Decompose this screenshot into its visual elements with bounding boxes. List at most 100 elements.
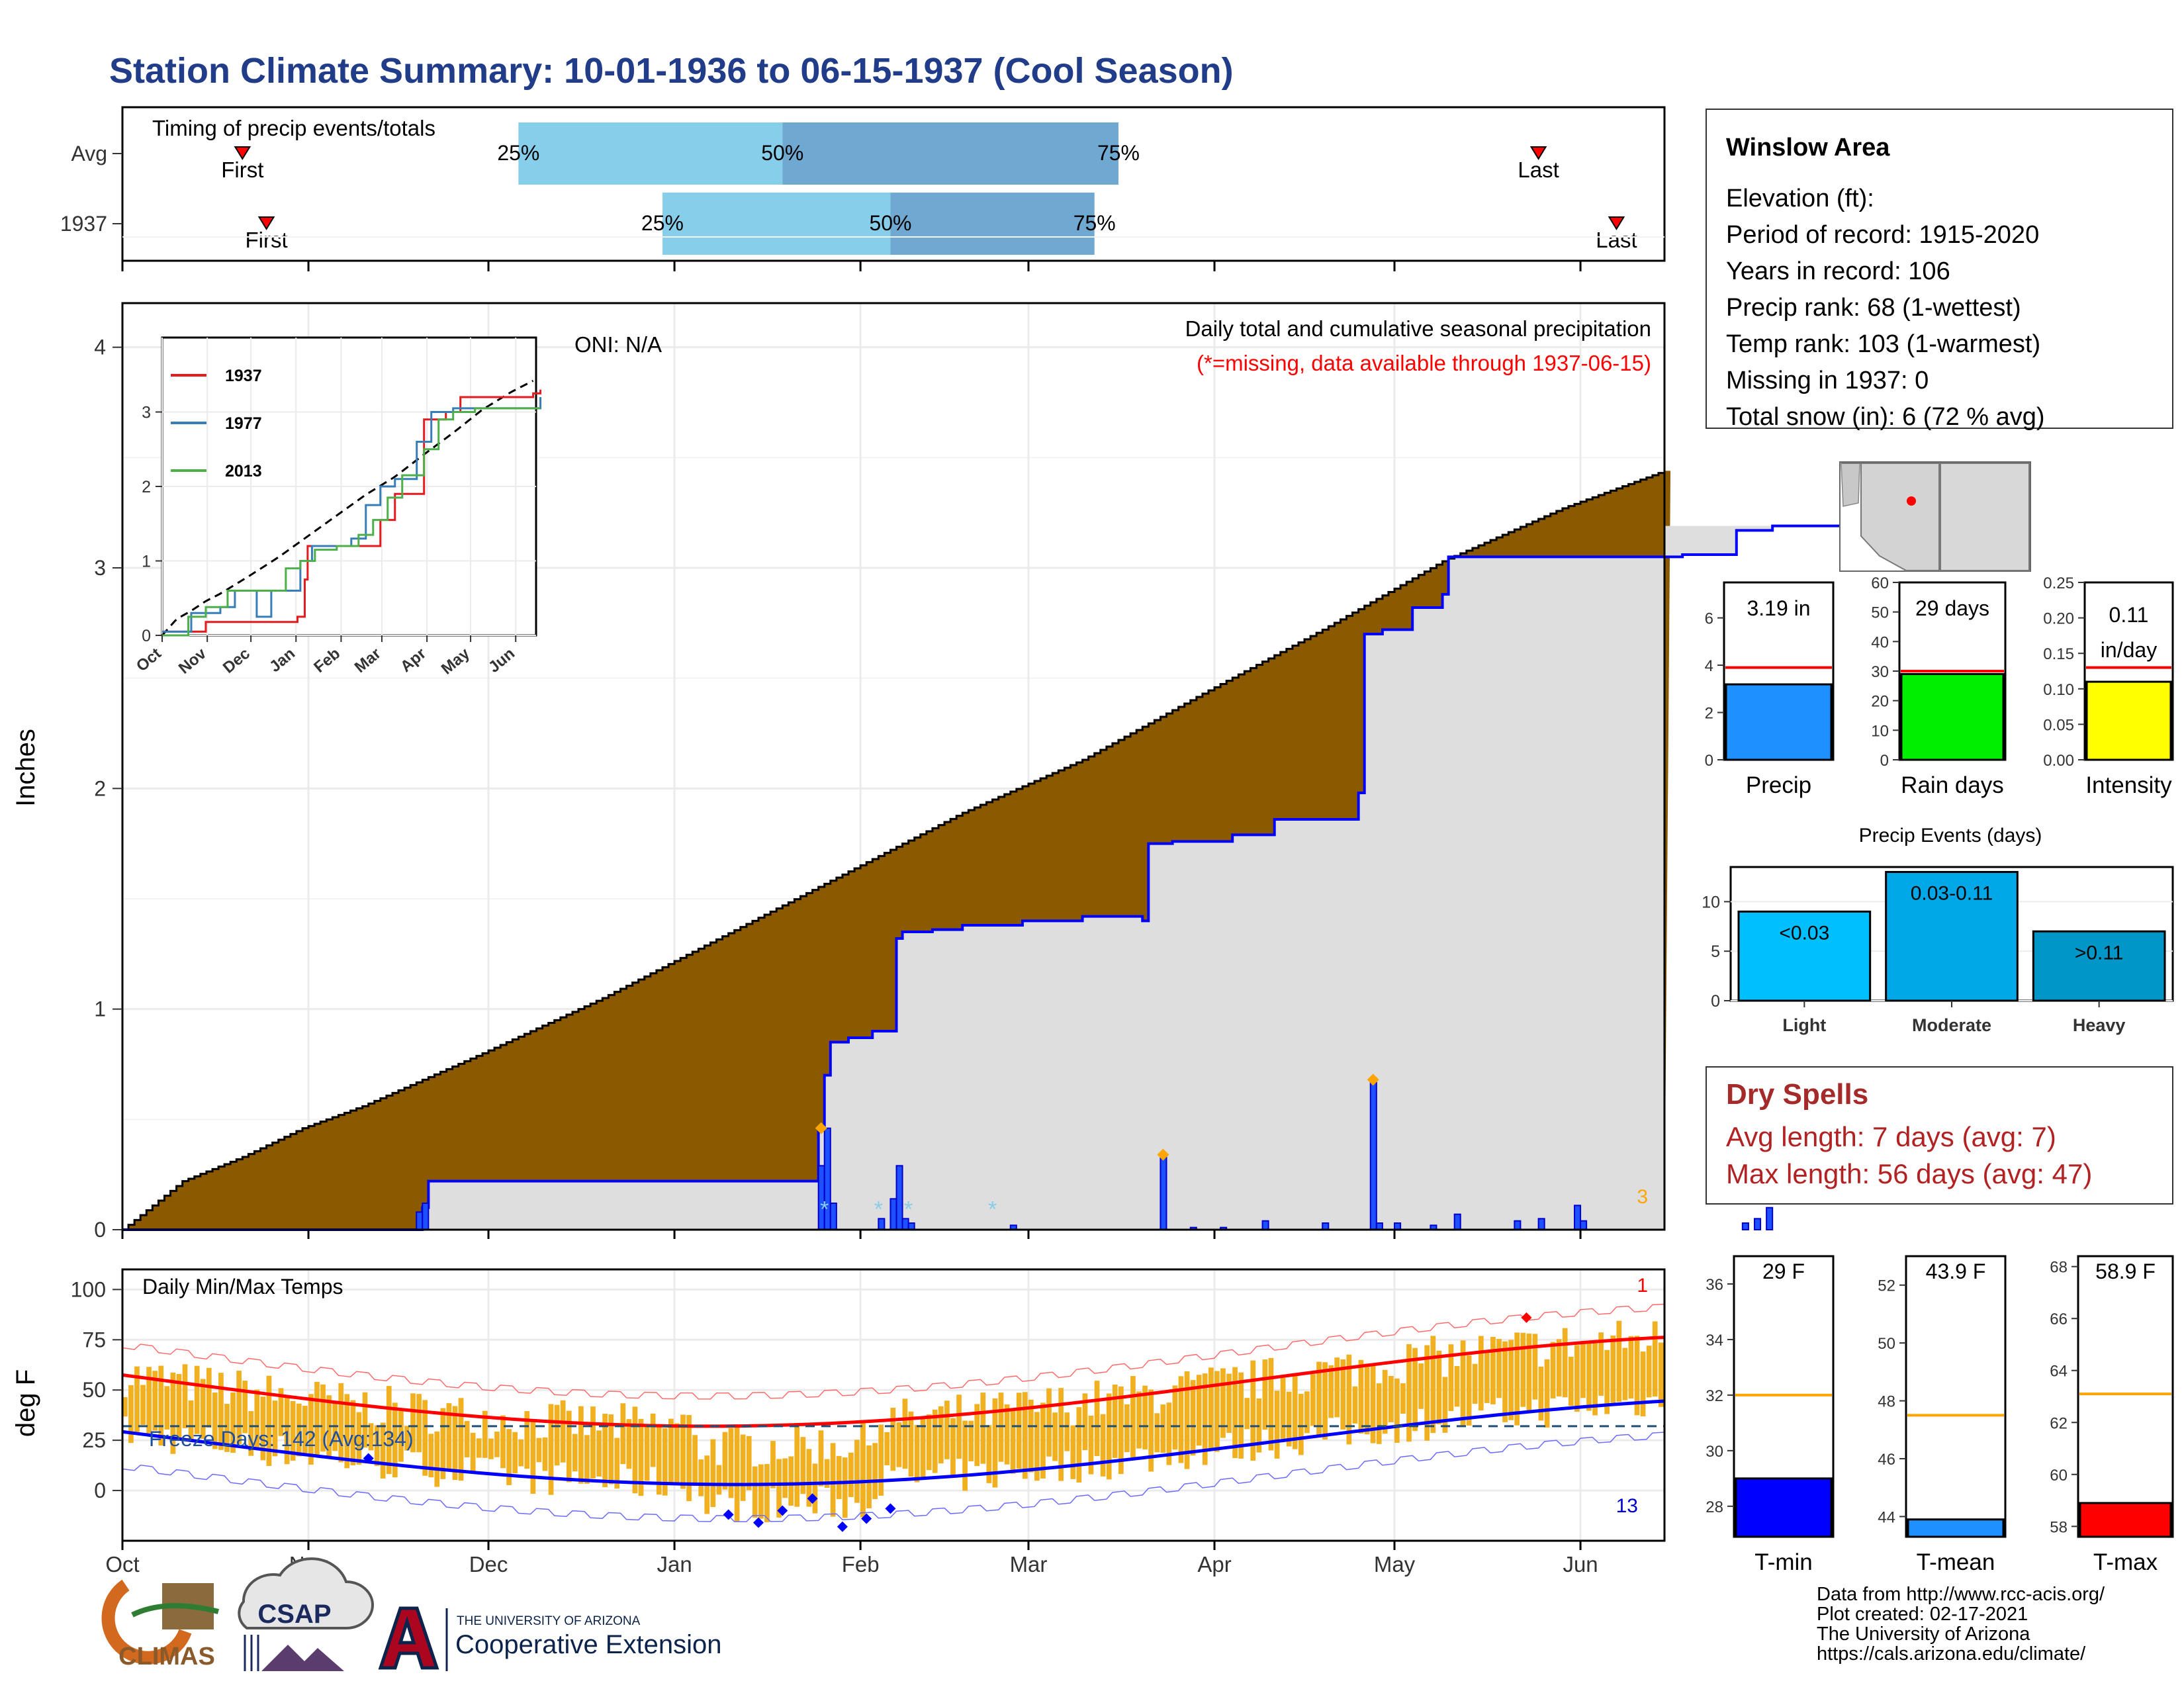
temp-daily-bar [836, 1455, 842, 1500]
temp-daily-bar [656, 1426, 662, 1495]
temp-daily-bar [236, 1371, 242, 1444]
dry-spells-box: Dry Spells Avg length: 7 days (avg: 7) M… [1706, 1066, 2173, 1205]
temp-daily-bar [872, 1443, 878, 1500]
timing-bar-q1 [518, 122, 783, 185]
summary-y-tick-label: 10 [1871, 722, 1889, 740]
daily-precip-bar [1574, 1205, 1582, 1231]
dry-spells-max: Max length: 56 days (avg: 47) [1726, 1158, 2092, 1189]
temp-daily-bar [1310, 1374, 1316, 1426]
locator-map [1839, 461, 2031, 572]
temps-x-tick-label: Jun [1563, 1552, 1598, 1577]
inset-legend-label: 2013 [225, 462, 262, 480]
temp-daily-bar [524, 1411, 530, 1469]
temp-daily-bar [740, 1434, 746, 1501]
temp-daily-bar [1610, 1335, 1616, 1403]
temp-daily-bar [758, 1464, 764, 1519]
main-marks: * * * * [815, 1074, 1379, 1222]
temp-daily-bar [1304, 1391, 1310, 1434]
credit-university: The University of Arizona [1817, 1623, 2030, 1645]
temps-y-label: deg F [11, 1369, 40, 1437]
temp-daily-bar [446, 1403, 452, 1471]
temps-y-tick-label: 75 [82, 1328, 106, 1351]
summary-value-bar [2085, 680, 2172, 761]
temp-record-marker [885, 1503, 896, 1514]
precip-events-bar [2032, 930, 2166, 1002]
temps-lines [122, 1303, 1665, 1532]
summary-y-tick-label: 0 [1705, 752, 1713, 770]
temp-daily-bar [374, 1425, 380, 1466]
temp-daily-bar [956, 1394, 962, 1459]
temp-daily-bar [1058, 1388, 1064, 1481]
temp-daily-bar [806, 1449, 812, 1507]
summary-y-tick-label: 0.25 [2043, 574, 2074, 592]
first-event-marker [257, 216, 275, 230]
temp-daily-bar [1556, 1339, 1562, 1396]
temp-daily-bar [986, 1425, 992, 1483]
temp-daily-bar [866, 1445, 872, 1508]
main-y-tick-label: 0 [94, 1218, 106, 1242]
temp-daily-bar [878, 1424, 884, 1496]
summary-y-tick-label: 48 [1878, 1393, 1895, 1411]
temp-daily-bar [1418, 1363, 1424, 1409]
temp-daily-bar [1004, 1404, 1010, 1465]
first-event-label: First [221, 158, 263, 182]
temp-daily-bar [1538, 1366, 1544, 1421]
temp-daily-bar [974, 1404, 980, 1467]
temp-daily-bar [998, 1393, 1004, 1462]
missing-marker: * [904, 1197, 913, 1222]
temp-daily-bar [1028, 1399, 1034, 1473]
record-max-line [122, 1303, 1665, 1400]
temp-record-marker [753, 1517, 764, 1528]
temp-daily-bar [908, 1411, 914, 1477]
temp-daily-bar [920, 1418, 926, 1479]
temp-daily-bar [1640, 1351, 1646, 1417]
temp-daily-bar [1130, 1376, 1136, 1458]
temp-daily-bar [1562, 1328, 1568, 1398]
precip-events-bar [1885, 870, 2019, 1002]
temp-daily-bar [1202, 1373, 1208, 1465]
timing-pct-50: 50% [869, 211, 911, 235]
temps-frame [121, 1268, 1666, 1542]
temp-daily-bar [1094, 1381, 1100, 1456]
temp-daily-bar [716, 1465, 722, 1495]
daily-precip-bar [829, 1203, 837, 1230]
inset-y-tick-label: 3 [142, 404, 151, 422]
daily-max-marker [1157, 1148, 1169, 1161]
temp-record-marker [363, 1453, 374, 1464]
temp-daily-bar [1208, 1367, 1214, 1450]
temp-daily-bar [1622, 1348, 1628, 1400]
temp-daily-bar [1178, 1376, 1184, 1463]
summary-y-tick-label: 0.10 [2043, 681, 2074, 699]
precip-events-bar-label: <0.03 [1779, 922, 1829, 944]
temps-y-tick-label: 25 [82, 1428, 106, 1452]
inset-legend-label: 1937 [225, 367, 262, 385]
daily-precip-bar [1537, 1218, 1545, 1231]
temp-daily-bar [512, 1432, 518, 1473]
temp-daily-bar [1106, 1393, 1112, 1480]
temp-daily-bar [1184, 1371, 1190, 1469]
temp-daily-bar [1052, 1412, 1058, 1461]
temp-record-marker [777, 1505, 788, 1516]
temp-daily-bar [1490, 1336, 1496, 1404]
temp-daily-bar [410, 1393, 416, 1453]
temp-daily-bar [1250, 1360, 1256, 1461]
first-event-marker [234, 146, 251, 160]
temps-x-tick-label: Apr [1197, 1552, 1231, 1577]
temp-daily-bar [314, 1381, 320, 1457]
temp-daily-bar [1598, 1332, 1604, 1396]
summary-y-tick-label: 60 [2050, 1467, 2068, 1485]
temp-daily-bar [1070, 1425, 1076, 1479]
climas-wordmark: CLIMAS [118, 1643, 215, 1670]
summary-y-tick-label: 0.20 [2043, 610, 2074, 628]
precip-events-title: Precip Events (days) [1859, 825, 2042, 846]
temps-x-tick-label: Feb [842, 1552, 880, 1577]
last-event-marker [1608, 216, 1625, 230]
daily-precip-bar [1741, 1222, 1749, 1230]
temp-daily-bar [884, 1432, 890, 1465]
temps-y-tick-label: 0 [94, 1479, 106, 1502]
temp-daily-bar [686, 1414, 692, 1502]
temp-daily-bar [638, 1418, 644, 1496]
credit-data-source: Data from http://www.rcc-acis.org/ [1817, 1584, 2105, 1605]
precip-events-category: Moderate [1912, 1015, 1991, 1035]
temp-daily-bar [350, 1400, 356, 1466]
